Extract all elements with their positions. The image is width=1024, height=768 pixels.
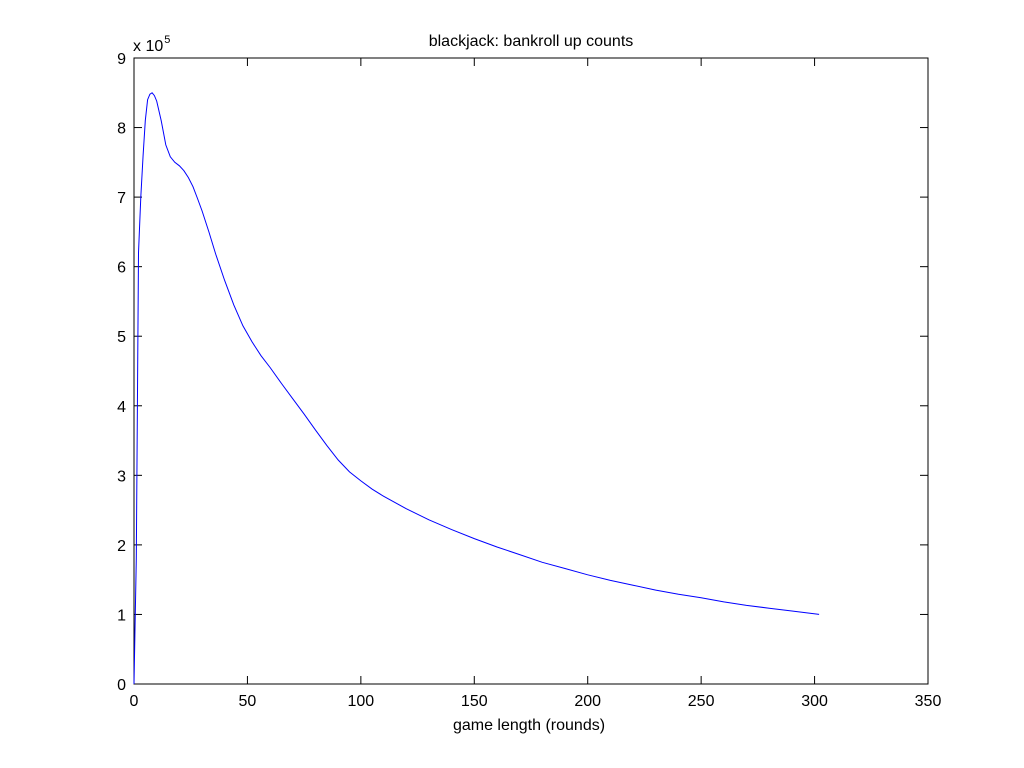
x-tick-label: 200 bbox=[574, 693, 601, 710]
x-axis-label: game length (rounds) bbox=[453, 717, 605, 734]
chart-title: blackjack: bankroll up counts bbox=[429, 33, 634, 50]
series-layer bbox=[133, 92, 820, 685]
x-tick-label: 300 bbox=[801, 693, 828, 710]
y-tick-label: 3 bbox=[117, 468, 126, 485]
axis-ticks bbox=[133, 57, 929, 685]
y-tick-label: 2 bbox=[117, 538, 126, 555]
y-axis-multiplier-base: x 10 bbox=[133, 38, 163, 55]
y-tick-label: 1 bbox=[117, 607, 126, 624]
y-tick-label: 5 bbox=[117, 329, 126, 346]
y-axis-multiplier: x 105 bbox=[133, 34, 170, 55]
tick-labels: 0 50 100 150 200 250 300 350 0 1 2 3 4 5 6 7 8 9 bbox=[117, 51, 941, 710]
x-tick-label: 150 bbox=[461, 693, 488, 710]
y-tick-label: 7 bbox=[117, 190, 126, 207]
x-tick-label: 0 bbox=[130, 693, 139, 710]
y-tick-label: 6 bbox=[117, 260, 126, 277]
x-tick-label: 50 bbox=[239, 693, 257, 710]
x-tick-label: 350 bbox=[915, 693, 942, 710]
y-tick-label: 4 bbox=[117, 399, 126, 416]
series-line bbox=[133, 92, 820, 685]
y-tick-label: 9 bbox=[117, 51, 126, 68]
y-tick-label: 8 bbox=[117, 121, 126, 138]
y-tick-label: 0 bbox=[117, 677, 126, 694]
x-tick-label: 100 bbox=[348, 693, 375, 710]
x-tick-label: 250 bbox=[688, 693, 715, 710]
y-axis-multiplier-exponent: 5 bbox=[164, 34, 170, 46]
plot-area bbox=[133, 57, 929, 685]
